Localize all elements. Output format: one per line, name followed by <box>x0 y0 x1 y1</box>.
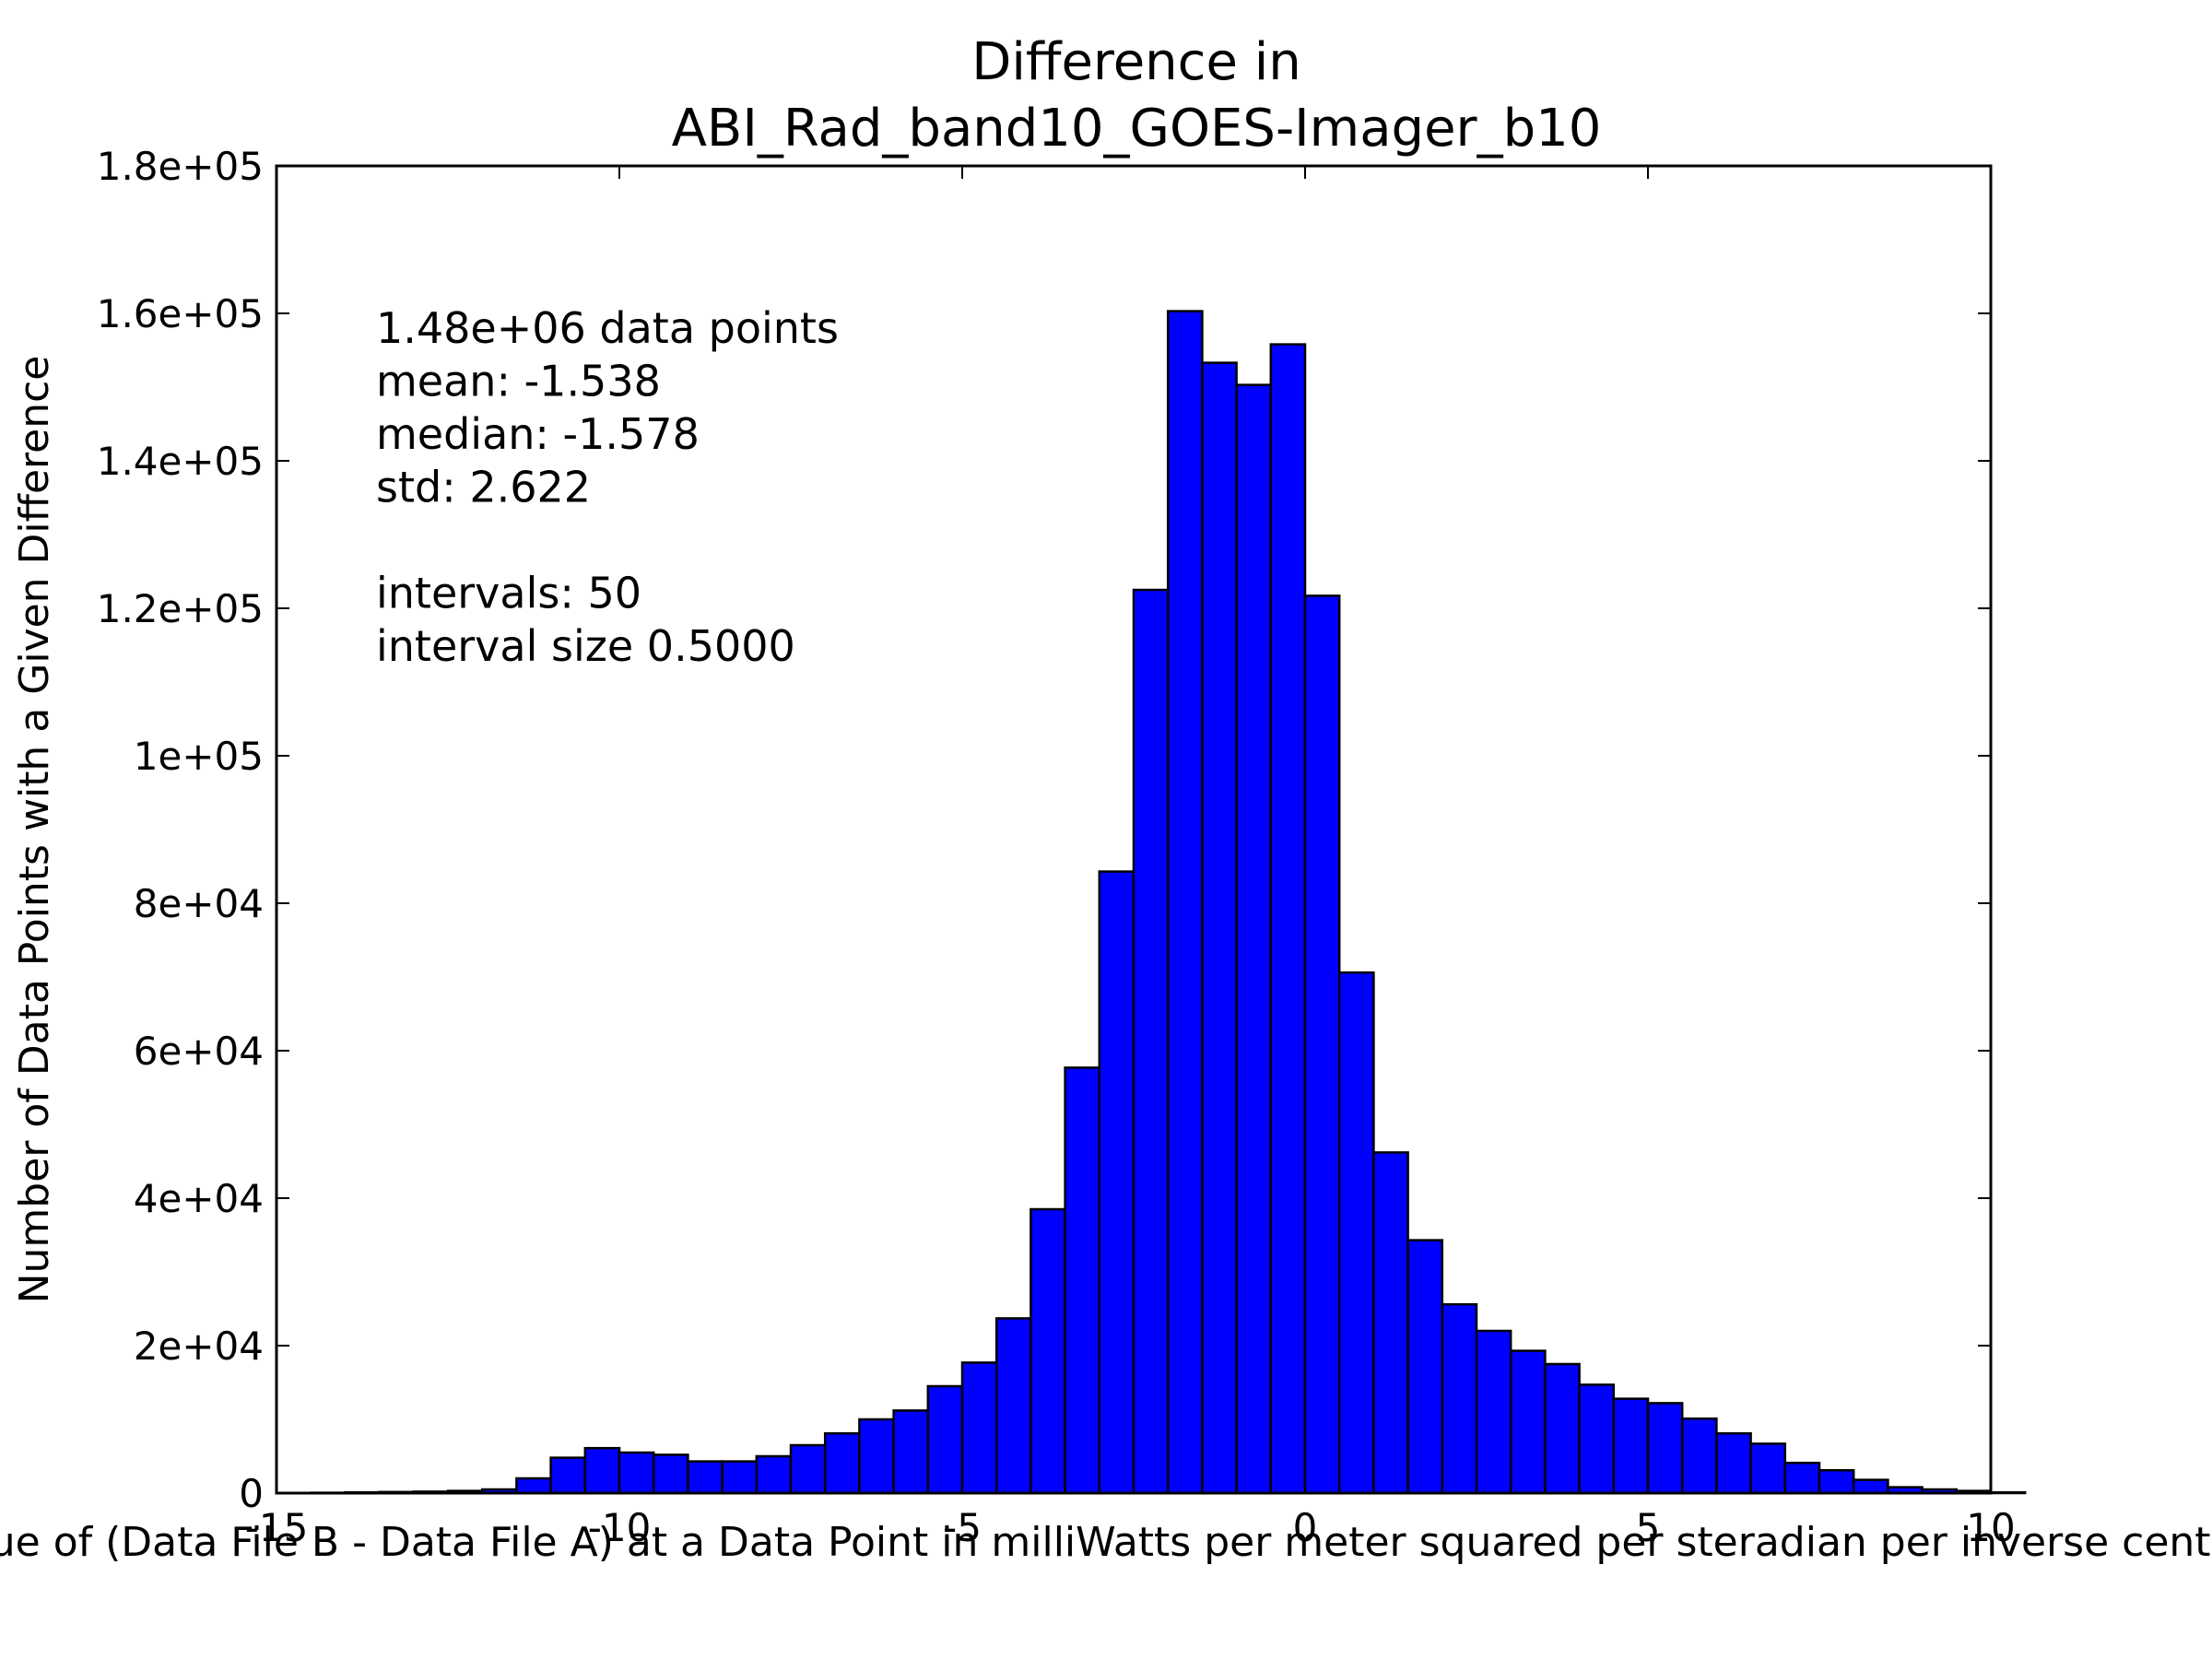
histogram-bar <box>1166 310 1204 1495</box>
histogram-bar <box>1235 383 1273 1495</box>
histogram-bar <box>652 1453 689 1495</box>
histogram-bar <box>1269 343 1307 1495</box>
histogram-bar <box>1715 1431 1752 1495</box>
histogram-bar <box>1406 1239 1444 1495</box>
x-tick-label: 0 <box>1293 1505 1318 1550</box>
y-tick-label: 1.4e+05 <box>97 439 264 484</box>
histogram-bar <box>1783 1461 1821 1495</box>
x-tick-label: -10 <box>588 1505 652 1550</box>
x-tick-label: 10 <box>1966 1505 2015 1550</box>
statistics-line: median: -1.578 <box>376 409 700 459</box>
x-axis-label: Value of (Data File B - Data File A) at … <box>0 1519 2212 1566</box>
y-axis-label: Number of Data Points with a Given Diffe… <box>11 356 58 1304</box>
histogram-bar <box>1372 1151 1409 1495</box>
y-tick-label: 8e+04 <box>134 881 264 926</box>
y-tick-label: 2e+04 <box>134 1324 264 1369</box>
histogram-bar <box>1680 1417 1718 1495</box>
histogram-bar <box>1098 870 1135 1495</box>
chart-title-line-1: Difference in <box>971 32 1301 92</box>
statistics-line: mean: -1.538 <box>376 357 661 406</box>
y-tick-label: 4e+04 <box>134 1176 264 1221</box>
y-tick-label: 1.6e+05 <box>97 291 264 336</box>
histogram-bar <box>1337 971 1375 1495</box>
y-tick-label: 6e+04 <box>134 1029 264 1074</box>
histogram-bar <box>1544 1362 1581 1495</box>
axis-ticks: -15 -10 -5 0 5 10 0 2e+04 4e+04 6e+04 8e+04 1e+05 1.… <box>97 144 2016 1550</box>
histogram-bar <box>1509 1349 1547 1495</box>
histogram-bar <box>858 1418 895 1495</box>
histogram-bar <box>1201 361 1238 1495</box>
x-tick-label: 5 <box>1636 1505 1661 1550</box>
histogram-bar <box>1030 1207 1066 1495</box>
statistics-line: interval size 0.5000 <box>376 621 795 671</box>
histogram-bar <box>515 1477 552 1495</box>
histogram-bar <box>1989 1490 2027 1495</box>
plot-area-frame <box>275 164 1993 1495</box>
histogram-bar <box>721 1460 759 1495</box>
histogram-bar <box>892 1409 930 1495</box>
y-tick-label: 1.2e+05 <box>97 586 264 631</box>
histogram-bar <box>926 1384 964 1495</box>
chart-title-line-2: ABI_Rad_band10_GOES-Imager_b10 <box>672 99 1602 159</box>
y-tick-label: 1.8e+05 <box>97 144 264 189</box>
histogram-bar <box>1852 1478 1889 1495</box>
histogram-bar <box>960 1361 998 1495</box>
statistics-line: std: 2.622 <box>376 463 591 512</box>
histogram-bar <box>549 1456 587 1495</box>
statistics-annotation: 1.48e+06 data points mean: -1.538 median: … <box>376 303 839 671</box>
x-tick-label: -15 <box>245 1505 309 1550</box>
y-tick-label: 1e+05 <box>134 734 264 779</box>
histogram-bar <box>1749 1442 1787 1495</box>
histogram-bar <box>1646 1402 1684 1495</box>
histogram-bar <box>1612 1397 1650 1495</box>
histogram-bar <box>1475 1329 1512 1495</box>
histogram-bar <box>1441 1302 1478 1495</box>
histogram-bar <box>1064 1066 1101 1495</box>
histogram-bar <box>583 1446 621 1495</box>
histogram-bars <box>309 310 2027 1495</box>
y-tick-label: 0 <box>239 1471 264 1516</box>
histogram-bar <box>755 1454 793 1495</box>
histogram-bar <box>789 1443 827 1495</box>
histogram-bar <box>1818 1468 1855 1495</box>
histogram-bar <box>1303 594 1341 1495</box>
histogram-bar <box>994 1317 1032 1495</box>
statistics-line: intervals: 50 <box>376 569 641 618</box>
histogram-bar <box>1132 588 1170 1495</box>
histogram-bar <box>687 1460 724 1495</box>
histogram-bar <box>618 1451 655 1495</box>
histogram-bar <box>823 1431 861 1495</box>
statistics-line: 1.48e+06 data points <box>376 303 839 353</box>
x-tick-label: -5 <box>943 1505 982 1550</box>
histogram-bar <box>1578 1383 1616 1495</box>
